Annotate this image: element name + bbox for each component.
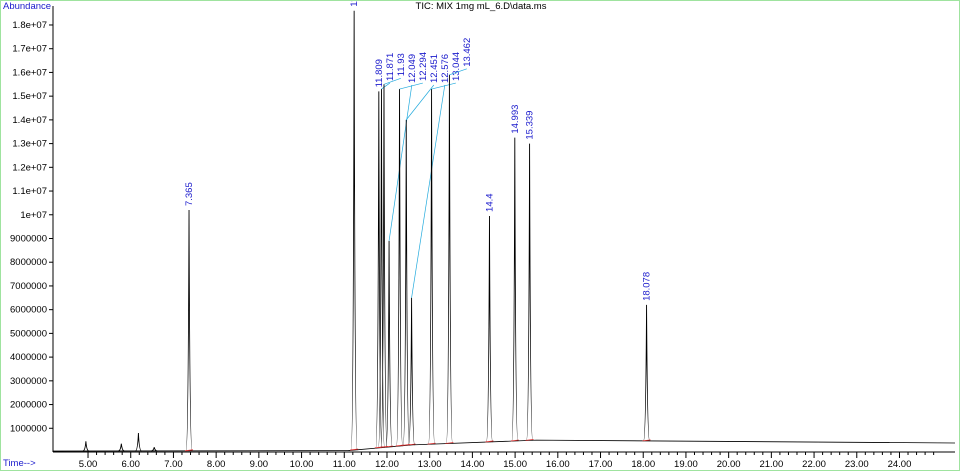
peak	[445, 74, 453, 444]
peak-label: 18.078	[642, 272, 653, 301]
peak-label: 15.339	[525, 111, 536, 140]
peak-label: 12.451	[429, 54, 440, 83]
y-tick-label: 7000000	[10, 281, 47, 292]
peak	[385, 240, 393, 448]
peak	[396, 89, 403, 447]
label-leader	[431, 82, 456, 90]
minor-peak	[118, 443, 125, 452]
label-leader	[388, 84, 413, 241]
y-tick-label: 1000000	[10, 423, 47, 434]
x-tick-label: 19.00	[674, 459, 698, 470]
minor-peak	[135, 433, 142, 452]
x-tick-label: 7.00	[164, 459, 183, 470]
y-tick-label: 4000000	[10, 352, 47, 363]
x-tick-label: 5.00	[79, 459, 98, 470]
integration-line	[445, 442, 454, 444]
minor-peak	[82, 441, 90, 452]
peak-label: 11.809	[374, 59, 385, 87]
y-tick-label: 1.1e+07	[12, 186, 47, 197]
y-tick-label: 1.2e+07	[12, 162, 47, 173]
peak-label: 14.993	[510, 105, 521, 134]
integration-line	[510, 439, 519, 442]
y-tick-label: 1.4e+07	[12, 115, 47, 126]
peak-label: 14.4	[484, 193, 495, 212]
x-tick-label: 14.00	[461, 459, 485, 470]
peak-label: 7.365	[184, 182, 195, 206]
minor-peak	[151, 447, 158, 452]
peak-label: 11.231	[349, 1, 360, 7]
x-tick-label: 10.00	[290, 459, 314, 470]
peak-label: 12.294	[418, 52, 429, 81]
integration-line	[525, 439, 534, 441]
y-tick-label: 5000000	[10, 328, 47, 339]
x-tick-label: 22.00	[802, 459, 826, 470]
peak	[185, 210, 193, 452]
integration-line	[407, 443, 416, 446]
chart-title: TIC: MIX 1mg mL_6.D\data.ms	[416, 1, 547, 12]
x-tick-label: 13.00	[418, 459, 442, 470]
baseline-trace	[52, 439, 956, 452]
peak-label: 12.049	[407, 54, 418, 83]
label-leader	[383, 77, 401, 85]
peak	[408, 297, 416, 446]
y-tick-label: 1.5e+07	[12, 91, 47, 102]
x-tick-label: 11.00	[333, 459, 356, 470]
y-tick-label: 3000000	[10, 376, 47, 387]
integration-line	[642, 439, 651, 442]
integration-line	[427, 442, 436, 445]
x-tick-label: 20.00	[717, 459, 741, 470]
x-tick-label: 21.00	[759, 459, 783, 470]
x-tick-label: 24.00	[888, 459, 912, 470]
y-tick-label: 1.8e+07	[12, 20, 47, 31]
label-leader	[449, 68, 467, 76]
x-tick-label: 9.00	[250, 459, 269, 470]
integration-line	[350, 448, 359, 451]
y-tick-label: 8000000	[10, 257, 47, 268]
peak	[526, 143, 534, 441]
x-tick-label: 12.00	[375, 459, 399, 470]
y-tick-label: 1e+07	[20, 210, 47, 221]
y-axis-label: Abundance	[3, 1, 51, 12]
integration-line	[385, 445, 394, 448]
y-tick-label: 1.6e+07	[12, 67, 47, 78]
peak	[486, 215, 493, 443]
peak-label: 13.044	[451, 52, 462, 81]
y-tick-label: 2000000	[10, 400, 47, 411]
x-tick-label: 18.00	[631, 459, 655, 470]
x-tick-label: 16.00	[546, 459, 570, 470]
y-tick-label: 9000000	[10, 233, 47, 244]
peak-label: 11.93	[396, 53, 407, 76]
x-tick-label: 6.00	[121, 459, 140, 470]
y-tick-label: 1.3e+07	[12, 139, 47, 150]
y-tick-label: 1.7e+07	[12, 44, 47, 55]
peak	[350, 10, 358, 451]
label-leader	[399, 82, 423, 90]
label-leader	[411, 84, 446, 298]
x-axis-label: Time-->	[3, 458, 36, 469]
x-tick-label: 17.00	[589, 459, 613, 470]
peak	[402, 119, 410, 446]
peak	[375, 91, 383, 449]
label-leader	[405, 84, 435, 121]
peak	[511, 137, 519, 442]
label-leader	[381, 82, 391, 90]
peak-label: 11.871	[385, 53, 396, 81]
peak	[643, 304, 651, 442]
x-tick-label: 8.00	[207, 459, 226, 470]
integration-line	[184, 449, 194, 452]
integration-line	[395, 444, 404, 447]
peak-label: 12.576	[440, 54, 451, 83]
y-tick-label: 6000000	[10, 305, 47, 316]
peak-label: 13.462	[462, 38, 473, 67]
peak	[428, 89, 436, 445]
x-tick-label: 15.00	[503, 459, 527, 470]
x-tick-label: 23.00	[845, 459, 869, 470]
integration-line	[485, 440, 494, 443]
